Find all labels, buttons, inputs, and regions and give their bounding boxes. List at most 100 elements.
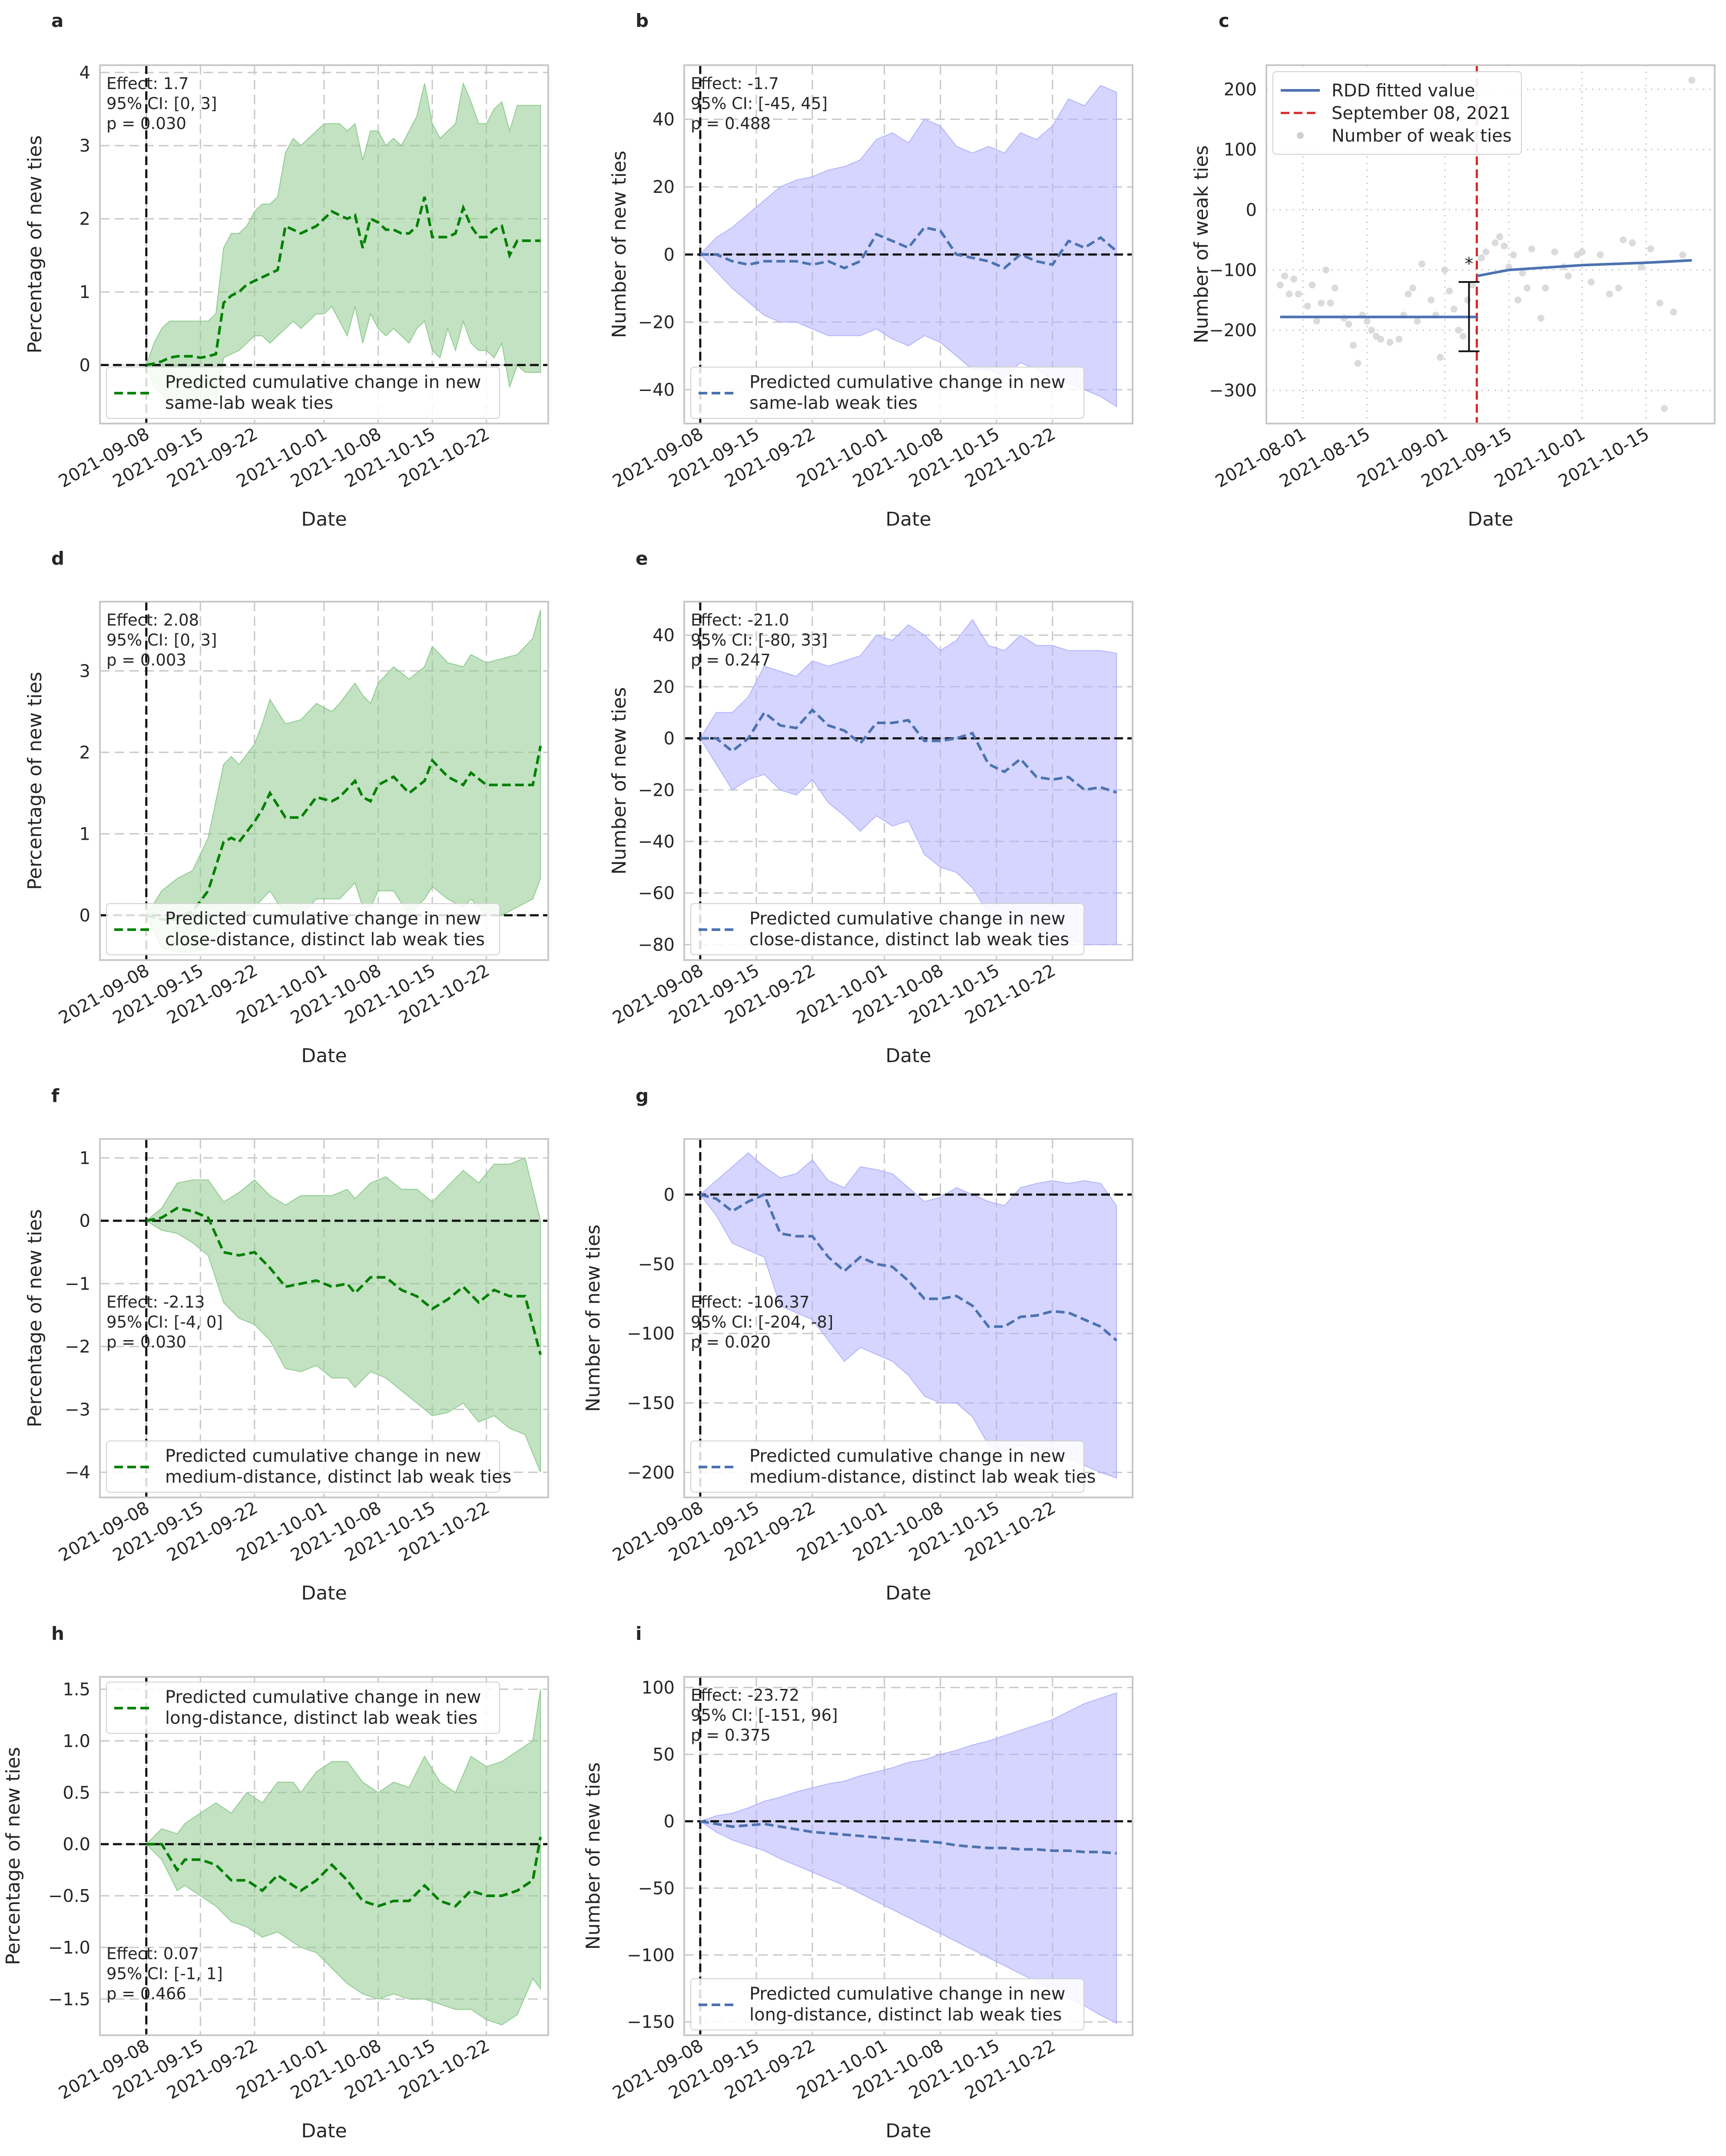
y-tick-label: −60 xyxy=(638,884,675,904)
plot-area xyxy=(684,1677,1133,2035)
y-tick-label: −20 xyxy=(638,313,675,333)
stats-line: 95% CI: [-204, -8] xyxy=(691,1313,833,1331)
y-tick-label: 0 xyxy=(664,1812,675,1831)
predicted-line xyxy=(146,1836,542,1908)
scatter-point xyxy=(1331,285,1338,292)
legend-label: same-lab weak ties xyxy=(749,393,918,413)
stats-line: 95% CI: [-45, 45] xyxy=(691,94,828,113)
axes-frame xyxy=(683,64,1133,424)
axes-frame xyxy=(99,601,549,961)
legend: Predicted cumulative change in newclose-… xyxy=(690,903,1084,955)
scatter-point xyxy=(1309,282,1316,289)
axes-frame xyxy=(99,64,549,424)
legend-box xyxy=(106,367,500,419)
predicted-line xyxy=(146,745,542,921)
confidence-band xyxy=(699,85,1117,407)
y-tick-label: 3 xyxy=(80,661,90,681)
legend-box xyxy=(690,367,1084,419)
y-axis: −80 −60 −40 −20 0 20 40 Number of new ties xyxy=(608,626,675,955)
y-tick-label: 100 xyxy=(1224,140,1257,160)
y-axis-label: Number of new ties xyxy=(608,151,630,338)
scatter-point xyxy=(1368,327,1375,334)
y-tick-label: 0.0 xyxy=(63,1835,90,1855)
scatter-point xyxy=(1322,266,1329,274)
y-tick-label: −100 xyxy=(627,1945,675,1965)
stats-annotation: Effect: -1.795% CI: [-45, 45]p = 0.488 xyxy=(691,74,828,133)
scatter-point xyxy=(1285,290,1293,298)
y-axis: −1.5 −1.0 −0.5 0.0 0.5 1.0 1.5 Percentage of ne… xyxy=(2,1680,90,2010)
scatter-point xyxy=(1528,245,1535,252)
stats-line: p = 0.020 xyxy=(691,1333,771,1351)
scatter-point xyxy=(1276,282,1284,289)
y-tick-label: 2 xyxy=(80,209,90,229)
x-axis: 2021-09-082021-09-152021-09-222021-10-01… xyxy=(610,2036,1059,2142)
y-tick-label: −20 xyxy=(638,780,675,800)
legend-box xyxy=(106,1441,500,1493)
legend-box xyxy=(690,1441,1084,1493)
legend-label: Number of weak ties xyxy=(1332,126,1512,146)
plot-area xyxy=(1276,65,1696,424)
y-tick-label: −100 xyxy=(627,1324,675,1344)
x-axis: 2021-09-082021-09-152021-09-222021-10-01… xyxy=(55,960,493,1067)
scatter-point xyxy=(1377,335,1385,343)
y-tick-label: 1.0 xyxy=(63,1731,90,1751)
y-tick-label: −1.0 xyxy=(48,1938,90,1958)
legend-label: September 08, 2021 xyxy=(1332,103,1511,123)
y-axis-label: Number of new ties xyxy=(608,687,630,875)
scatter-point xyxy=(1496,233,1504,241)
scatter-point xyxy=(1405,290,1412,298)
scatter-point xyxy=(1688,76,1696,84)
predicted-line xyxy=(146,1207,542,1355)
scatter-point xyxy=(1455,327,1462,334)
x-axis: 2021-08-012021-08-152021-09-012021-09-15… xyxy=(1212,424,1653,530)
scatter-point xyxy=(1478,254,1485,262)
panel-g: g Effect: -106.37 95% CI: [-204, -8] p = 0.… xyxy=(582,1085,1133,1604)
legend: Predicted cumulative change in newsame-l… xyxy=(106,367,500,419)
confidence-band xyxy=(699,1692,1117,2024)
stats-line: p = 0.375 xyxy=(691,1726,771,1745)
y-axis-label: Percentage of new ties xyxy=(24,135,46,353)
legend-label: Predicted cumulative change in new xyxy=(165,909,481,929)
panel-letter: h xyxy=(51,1623,64,1644)
scatter-point xyxy=(1290,275,1298,283)
y-tick-label: −150 xyxy=(627,1394,675,1414)
y-tick-label: 0 xyxy=(1246,200,1257,220)
axes-frame xyxy=(683,1676,1133,2036)
axes-frame xyxy=(99,1676,549,2036)
scatter-point xyxy=(1345,321,1352,328)
scatter-point xyxy=(1363,318,1371,325)
legend-label: Predicted cumulative change in new xyxy=(165,1446,481,1466)
scatter-point xyxy=(1441,266,1448,274)
stats-line: 95% CI: [-4, 0] xyxy=(106,1313,223,1331)
scatter-point xyxy=(1597,251,1604,258)
y-tick-label: 0 xyxy=(80,906,90,926)
scatter-point xyxy=(1519,269,1526,277)
scatter-point xyxy=(1414,318,1421,325)
scatter-point xyxy=(1418,260,1426,268)
scatter-point xyxy=(1409,285,1416,292)
scatter-point xyxy=(1491,239,1499,247)
y-tick-label: 0 xyxy=(664,729,675,749)
y-axis: 0 1 2 3 Percentage of new ties xyxy=(24,661,90,926)
scatter-point xyxy=(1565,272,1572,280)
significance-star: * xyxy=(1464,254,1473,274)
panel-f: f Effect: -2.13 95% CI: [-4, 0] p = 0.030 Pr… xyxy=(24,1085,549,1604)
plot-area xyxy=(684,65,1133,424)
predicted-line xyxy=(700,708,1117,794)
scatter-point xyxy=(1524,285,1531,292)
scatter-point xyxy=(1656,299,1663,307)
stats-line: Effect: 1.7 xyxy=(106,74,189,93)
y-tick-label: −80 xyxy=(638,935,675,955)
scatter-point xyxy=(1670,308,1677,316)
scatter-point xyxy=(1638,263,1645,271)
x-axis: 2021-09-082021-09-152021-09-222021-10-01… xyxy=(55,424,493,530)
stats-line: p = 0.030 xyxy=(106,1333,186,1351)
y-tick-label: −1.5 xyxy=(48,1990,90,2010)
x-axis-label: Date xyxy=(1468,508,1513,530)
scatter-point xyxy=(1386,338,1394,346)
y-axis-label: Percentage of new ties xyxy=(24,1209,46,1427)
y-axis: −300 −200 −100 0 100 200 Number of weak ties xyxy=(1190,79,1257,401)
axes-frame xyxy=(1266,64,1716,424)
legend-box xyxy=(106,903,500,955)
